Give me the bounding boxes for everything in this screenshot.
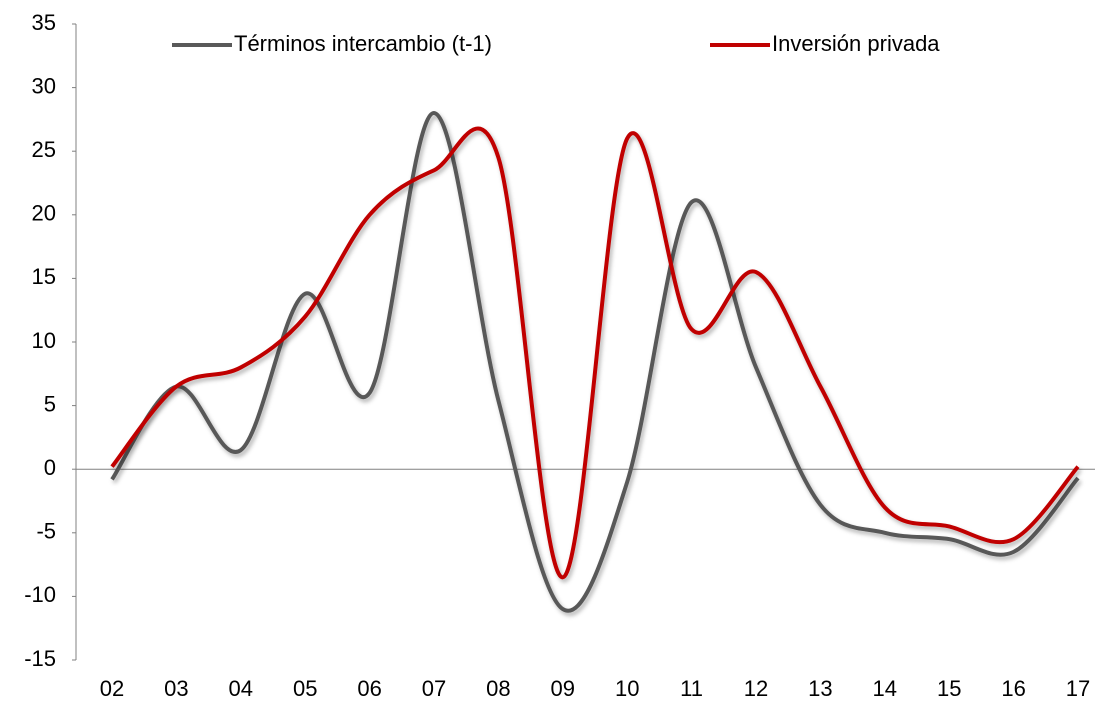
- y-tick-label: -10: [24, 582, 56, 607]
- y-tick-label: 25: [32, 137, 56, 162]
- y-tick-label: 15: [32, 264, 56, 289]
- y-tick-label: 20: [32, 201, 56, 226]
- x-tick-label: 02: [100, 676, 124, 701]
- x-tick-label: 14: [873, 676, 897, 701]
- x-tick-label: 05: [293, 676, 317, 701]
- x-tick-label: 09: [551, 676, 575, 701]
- x-tick-label: 17: [1066, 676, 1090, 701]
- y-tick-label: 0: [44, 455, 56, 480]
- y-tick-label: 35: [32, 10, 56, 35]
- series-line: [110, 111, 1080, 613]
- x-tick-label: 07: [422, 676, 446, 701]
- x-tick-label: 12: [744, 676, 768, 701]
- y-tick-label: 5: [44, 391, 56, 416]
- x-tick-label: 10: [615, 676, 639, 701]
- legend-label: Términos intercambio (t-1): [234, 31, 492, 56]
- x-tick-label: 03: [164, 676, 188, 701]
- x-tick-label: 16: [1001, 676, 1025, 701]
- x-tick-label: 11: [680, 676, 703, 701]
- x-tick-label: 08: [486, 676, 510, 701]
- series-line: [110, 126, 1080, 580]
- x-tick-label: 13: [808, 676, 832, 701]
- y-tick-label: -15: [24, 646, 56, 671]
- x-tick-label: 04: [229, 676, 253, 701]
- legend-label: Inversión privada: [772, 31, 940, 56]
- y-tick-label: 10: [32, 328, 56, 353]
- x-tick-label: 06: [357, 676, 381, 701]
- x-tick-label: 15: [937, 676, 961, 701]
- y-tick-label: -5: [36, 519, 56, 544]
- y-tick-label: 30: [32, 73, 56, 98]
